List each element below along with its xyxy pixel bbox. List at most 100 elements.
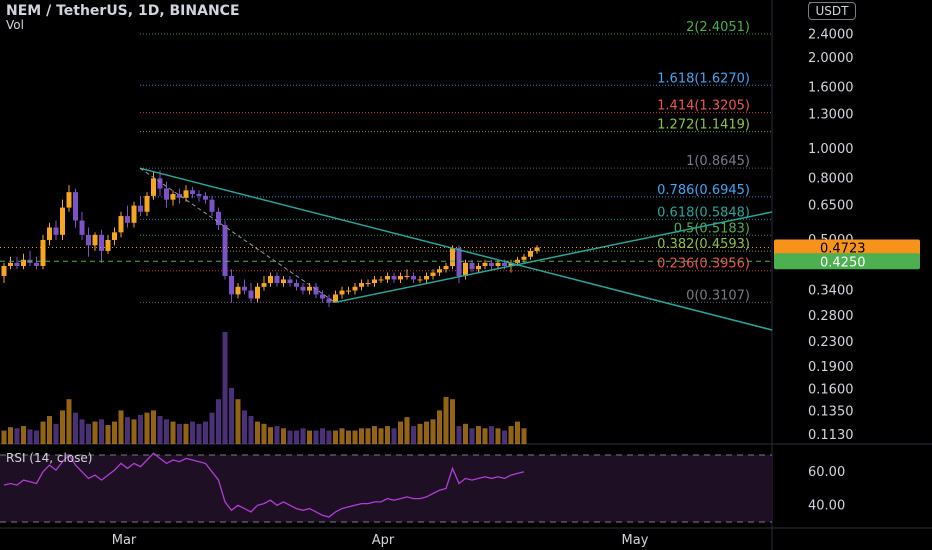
- support-price-value: 0.4250: [820, 255, 866, 270]
- candle-body: [53, 227, 59, 235]
- fib-level-label: 1(0.8645): [686, 154, 750, 169]
- candle-body: [385, 275, 390, 280]
- candle-body: [92, 234, 98, 246]
- y-tick-label: 2.4000: [808, 27, 854, 42]
- candle-body: [1, 265, 7, 276]
- volume-bar: [21, 426, 26, 444]
- volume-bar: [261, 423, 267, 444]
- volume-bar: [463, 423, 468, 444]
- candle-body: [40, 239, 46, 266]
- volume-bar: [495, 428, 501, 444]
- candle-body: [47, 227, 52, 240]
- candle-body: [320, 294, 325, 299]
- x-axis-label: Apr: [372, 533, 395, 548]
- fib-level-label: 1.618(1.6270): [657, 71, 750, 86]
- volume-bar: [203, 421, 208, 444]
- volume-bar: [430, 419, 436, 444]
- candle-body: [456, 248, 462, 276]
- candle-body: [495, 262, 501, 266]
- volume-bar: [521, 428, 527, 444]
- candle-body: [86, 234, 91, 246]
- fib-anchor-line: [139, 167, 336, 303]
- candle-body: [365, 283, 371, 285]
- candle-body: [463, 262, 468, 276]
- volume-bar: [294, 430, 299, 444]
- volume-bar: [190, 421, 195, 444]
- candle-body: [177, 193, 182, 198]
- volume-bar: [125, 417, 130, 444]
- volume-bar: [365, 428, 371, 444]
- y-tick-label: 0.1600: [808, 382, 854, 397]
- y-tick-label: 0.1900: [808, 360, 854, 375]
- volume-bar: [326, 430, 332, 444]
- candle-body: [209, 199, 215, 212]
- x-axis-label: Mar: [112, 533, 137, 548]
- candle-body: [21, 259, 26, 266]
- volume-bar: [404, 417, 410, 444]
- candle-body: [112, 232, 117, 240]
- candle-body: [170, 193, 176, 200]
- volume-bar: [53, 423, 59, 444]
- candle-body: [287, 279, 293, 284]
- candle-body: [307, 286, 312, 291]
- volume-bar: [281, 428, 286, 444]
- volume-bar: [313, 430, 319, 444]
- candle-body: [144, 195, 150, 212]
- candle-body: [508, 262, 514, 266]
- y-tick-label: 0.2300: [808, 335, 854, 350]
- candle-body: [281, 279, 286, 284]
- candle-body: [138, 205, 143, 212]
- candle-body: [105, 239, 111, 251]
- volume-bar: [157, 416, 163, 444]
- candle-body: [437, 269, 442, 273]
- volume-bar: [92, 421, 98, 444]
- currency-button[interactable]: USDT: [808, 2, 856, 20]
- candle-body: [8, 262, 13, 266]
- support-price-tag: [774, 253, 920, 270]
- candle-body: [203, 195, 208, 200]
- fib-level-label: 0.5(0.5183): [674, 221, 750, 236]
- candle-body: [255, 286, 260, 299]
- rsi-label: RSI (14, close): [6, 451, 93, 465]
- volume-bar: [222, 332, 228, 444]
- current-price-value: 0.4723: [820, 241, 866, 256]
- candle-body: [502, 262, 507, 266]
- candle-body: [60, 207, 65, 235]
- volume-bar: [287, 430, 293, 444]
- y-tick-label: 1.0000: [808, 142, 854, 157]
- y-tick-label: 0.2800: [808, 309, 854, 324]
- volume-bar: [489, 426, 494, 444]
- candle-body: [248, 290, 254, 299]
- candle-body: [424, 275, 429, 280]
- volume-bar: [333, 430, 338, 444]
- candle-body: [352, 286, 358, 291]
- volume-bar: [515, 421, 520, 444]
- fib-level-label: 0.236(0.3956): [657, 257, 750, 272]
- candle-body: [66, 192, 72, 208]
- volume-bar: [131, 419, 137, 444]
- volume-bar: [352, 430, 358, 444]
- ascending-trendline: [334, 211, 773, 304]
- fib-level-label: 0(0.3107): [686, 288, 750, 303]
- y-tick-label: 2.0000: [808, 51, 854, 66]
- candle-body: [131, 205, 137, 223]
- candle-body: [417, 279, 423, 281]
- candle-body: [326, 298, 332, 303]
- rsi-tick-label: 40.00: [808, 498, 845, 513]
- candle-body: [99, 234, 104, 251]
- candle-body: [14, 262, 20, 266]
- volume-bar: [47, 416, 52, 444]
- candle-body: [469, 262, 475, 270]
- candle-body: [430, 272, 436, 276]
- volume-bar: [164, 419, 169, 444]
- candle-body: [229, 275, 234, 295]
- y-tick-label: 0.1350: [808, 405, 854, 420]
- candle-body: [261, 283, 267, 287]
- volume-label: Vol: [6, 18, 24, 32]
- volume-bar: [8, 427, 13, 444]
- volume-bar: [170, 421, 176, 444]
- candle-body: [222, 225, 228, 276]
- volume-bar: [255, 421, 260, 444]
- volume-bar: [391, 428, 397, 444]
